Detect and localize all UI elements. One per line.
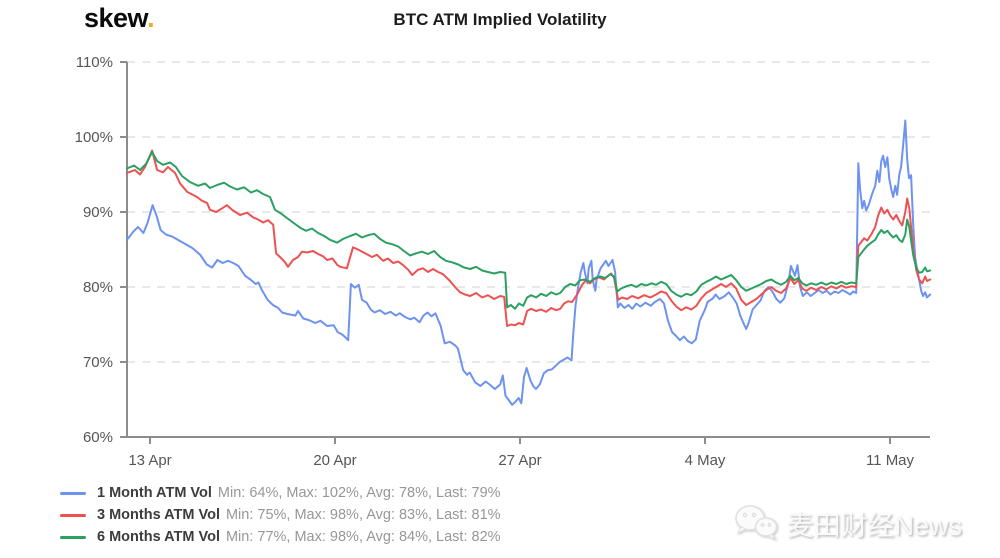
- axis-lines: [126, 62, 930, 438]
- plot-area[interactable]: 60% 70% 80% 90% 100% 110% 13 Apr 20 Apr 27 Apr 4 …: [0, 0, 1000, 475]
- x-tick-label: 13 Apr: [128, 452, 171, 469]
- y-tick-label: 90%: [83, 204, 113, 221]
- series-line-3-months-atm-vol: [126, 149, 932, 327]
- skew-logo-text: skew: [84, 3, 148, 33]
- legend-series-name: 6 Months ATM Vol: [97, 529, 220, 545]
- chart-title: BTC ATM Implied Volatility: [393, 10, 607, 29]
- legend-series-stats: Min: 75%, Max: 98%, Avg: 83%, Last: 81%: [225, 507, 501, 523]
- x-tick-label: 27 Apr: [498, 452, 541, 469]
- y-tick-label: 100%: [75, 129, 113, 146]
- legend-item-1-month[interactable]: 1 Month ATM Vol Min: 64%, Max: 102%, Avg…: [60, 482, 501, 504]
- series-line-6-months-atm-vol: [126, 151, 932, 310]
- y-tick-label: 80%: [83, 279, 113, 296]
- chart-legend: 1 Month ATM Vol Min: 64%, Max: 102%, Avg…: [60, 482, 501, 548]
- series-color-swatch: [60, 491, 86, 495]
- skew-logo: skew.: [84, 3, 155, 34]
- skew-logo-dot: .: [147, 3, 155, 33]
- x-tick-label: 11 May: [866, 452, 915, 469]
- legend-series-name: 1 Month ATM Vol: [97, 485, 212, 501]
- wechat-icon: [735, 505, 778, 541]
- legend-item-6-months[interactable]: 6 Months ATM Vol Min: 77%, Max: 98%, Avg…: [60, 526, 501, 548]
- y-tick-label: 70%: [83, 354, 113, 371]
- watermark-text: 麦田财经News: [786, 510, 962, 541]
- legend-item-3-months[interactable]: 3 Months ATM Vol Min: 75%, Max: 98%, Avg…: [60, 504, 501, 526]
- legend-series-stats: Min: 77%, Max: 98%, Avg: 84%, Last: 82%: [225, 529, 501, 545]
- y-tick-label: 60%: [83, 429, 113, 446]
- series-color-swatch: [60, 513, 86, 517]
- legend-series-stats: Min: 64%, Max: 102%, Avg: 78%, Last: 79%: [217, 485, 501, 501]
- series-color-swatch: [60, 535, 86, 539]
- legend-series-name: 3 Months ATM Vol: [97, 507, 220, 523]
- watermark: 麦田财经News: [733, 503, 962, 543]
- x-tick-label: 20 Apr: [313, 452, 356, 469]
- y-tick-label: 110%: [76, 54, 113, 71]
- x-tick-label: 4 May: [685, 452, 726, 469]
